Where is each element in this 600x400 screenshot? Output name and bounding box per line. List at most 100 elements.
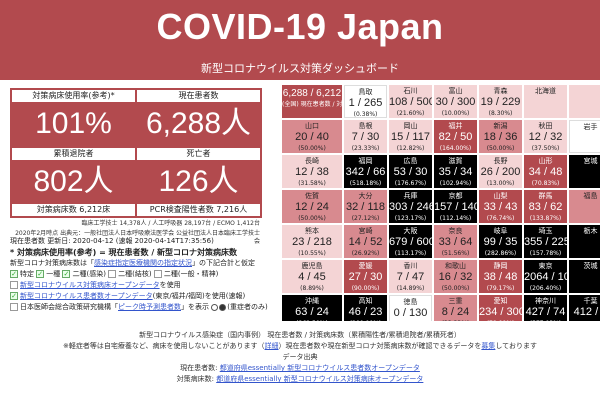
source-patients-link[interactable]: 都道府県essentially 新型コロナウイルス患者数オープンデータ: [219, 364, 420, 372]
option-label: 二種(結核): [118, 270, 152, 278]
prefecture-name: 神奈川: [535, 297, 556, 305]
prefecture-tile[interactable]: 栃木: [569, 225, 600, 258]
prefecture-percent: (21.60%): [396, 110, 425, 117]
prefecture-tile[interactable]: 山形 34 / 48 (70.83%): [524, 155, 567, 188]
prefecture-value: 7 / 30: [351, 131, 380, 143]
checkbox-nishu-kansen[interactable]: ✓: [62, 270, 71, 278]
recruit-link[interactable]: 募集: [481, 342, 496, 350]
prefecture-tile[interactable]: 福井 82 / 50 (164.00%): [434, 120, 477, 153]
prefecture-name: 福島: [583, 192, 598, 200]
prefecture-tile[interactable]: 茨城: [569, 260, 600, 293]
prefecture-percent: (51.56%): [441, 250, 470, 257]
prefecture-tile[interactable]: 鹿児島 4 / 45 (8.89%): [282, 260, 342, 293]
prefecture-tile[interactable]: 三重8 / 24(33.33%): [434, 295, 477, 321]
patients-data-link[interactable]: 新型コロナウイルス患者数オープンデータ: [20, 292, 153, 300]
national-summary-tile[interactable]: 6,288 / 6,212 (全国) 現在患者数 / 対策病床数*: [282, 85, 342, 118]
prefecture-name: 青森: [493, 87, 508, 95]
radio-severe[interactable]: [219, 303, 227, 311]
prefecture-name: 千葉: [583, 297, 598, 305]
prefecture-name: 宮崎: [358, 227, 373, 235]
prefecture-tile[interactable]: 北海道: [524, 85, 567, 118]
prefecture-tile[interactable]: 静岡 38 / 48 (79.17%): [479, 260, 522, 293]
prefecture-tile[interactable]: 兵庫 303 / 246 (123.17%): [389, 190, 432, 223]
prefecture-value: 46 / 23: [348, 306, 383, 318]
prefecture-tile[interactable]: 山梨 33 / 43 (76.74%): [479, 190, 522, 223]
prefecture-tile[interactable]: 群馬 83 / 62 (133.87%): [524, 190, 567, 223]
prefecture-tile[interactable]: 宮城: [569, 155, 600, 188]
checkbox-isshu[interactable]: ✓: [36, 270, 45, 278]
prefecture-tile[interactable]: 佐賀 12 / 24 (50.00%): [282, 190, 342, 223]
dashboard-header: COVID-19 Japan 新型コロナウイルス対策ダッシュボード: [0, 0, 600, 80]
prefecture-name: 埼玉: [538, 227, 553, 235]
prefecture-percent: (164.00%): [439, 145, 472, 152]
prefecture-name: 滋賀: [448, 157, 463, 165]
prefecture-tile[interactable]: 埼玉 355 / 225 (157.78%): [524, 225, 567, 258]
bed-rate-value: 101%: [12, 102, 135, 146]
prefecture-tile[interactable]: 滋賀 35 / 34 (102.94%): [434, 155, 477, 188]
prefecture-tile[interactable]: 新潟 18 / 36 (50.00%): [479, 120, 522, 153]
checkbox-nishu-ippan[interactable]: ✓: [153, 270, 162, 278]
prefecture-tile[interactable]: 徳島0 / 130(0.00%): [389, 295, 432, 321]
prefecture-value: 20 / 40: [295, 131, 329, 143]
prefecture-tile[interactable]: 長野 26 / 200 (13.00%): [479, 155, 522, 188]
prefecture-tile[interactable]: 岡山 15 / 117 (12.82%): [389, 120, 432, 153]
prefecture-percent: (27.12%): [351, 215, 380, 222]
prefecture-tile[interactable]: 奈良 33 / 64 (51.56%): [434, 225, 477, 258]
prefecture-tile[interactable]: 宮崎 14 / 52 (26.92%): [344, 225, 387, 258]
bottom-notes: 新型コロナウイルス感染症（国内事例） 現在患者数 / 対策病床数（累積陽性者/累…: [0, 330, 600, 385]
prefecture-name: 山口: [305, 122, 319, 130]
prefecture-tile[interactable]: [569, 85, 600, 118]
prefecture-value: 30 / 300: [435, 96, 476, 108]
jmap-link[interactable]: ピーク時予測患者数: [118, 303, 181, 311]
bed-rate-card: 対策病床使用率(参考)* 101%: [11, 89, 136, 147]
checkbox-patients-data[interactable]: ✓: [10, 292, 18, 300]
open-data-link[interactable]: 新型コロナウイルス対策病床オープンデータ: [20, 281, 160, 289]
prefecture-percent: (70.83%): [531, 180, 560, 187]
prefecture-value: 157 / 140: [434, 201, 477, 213]
prefecture-tile[interactable]: 広島 53 / 30 (176.67%): [389, 155, 432, 188]
prefecture-tile[interactable]: 岩手: [569, 120, 600, 153]
radio-all[interactable]: [211, 303, 219, 311]
prefecture-tile[interactable]: 愛媛 27 / 30 (90.00%): [344, 260, 387, 293]
prefecture-tile[interactable]: 香川 7 / 47 (14.89%): [389, 260, 432, 293]
bed-rate-label: 対策病床使用率(参考)*: [12, 90, 135, 102]
checkbox-nishu-kekkaku[interactable]: ✓: [108, 270, 117, 278]
prefecture-tile[interactable]: 青森 19 / 229 (8.30%): [479, 85, 522, 118]
open-data-line: ✓新型コロナウイルス対策病床オープンデータを使用: [10, 280, 272, 291]
prefecture-tile[interactable]: 島根 7 / 30 (23.33%): [344, 120, 387, 153]
details-link[interactable]: 詳細: [264, 342, 279, 350]
prefecture-name: 佐賀: [305, 192, 319, 200]
prefecture-tile[interactable]: 長崎 12 / 38 (31.58%): [282, 155, 342, 188]
prefecture-tile[interactable]: 富山 30 / 300 (10.00%): [434, 85, 477, 118]
prefecture-value: 108 / 500: [389, 96, 432, 108]
prefecture-percent: (200.00%): [344, 319, 387, 321]
prefecture-tile[interactable]: 秋田 12 / 32 (37.50%): [524, 120, 567, 153]
prefecture-tile[interactable]: 山口 20 / 40 (50.00%): [282, 120, 342, 153]
prefecture-percent: (26.92%): [351, 250, 380, 257]
prefecture-tile[interactable]: 石川 108 / 500 (21.60%): [389, 85, 432, 118]
source-link[interactable]: 感染症指定医療機関の指定状況: [94, 259, 192, 267]
prefecture-tile[interactable]: 福岡 342 / 66 (518.18%): [344, 155, 387, 188]
prefecture-tile[interactable]: 福島: [569, 190, 600, 223]
discharged-value: 802人: [12, 160, 135, 204]
prefecture-tile[interactable]: 大分 32 / 118 (27.12%): [344, 190, 387, 223]
prefecture-percent: (0.00%): [390, 320, 431, 321]
source-beds-link[interactable]: 都道府県essentially 新型コロナウイルス対策病床オープンデータ: [216, 375, 424, 383]
checkbox-open-data[interactable]: ✓: [10, 281, 18, 289]
prefecture-name: 群馬: [538, 192, 553, 200]
checkbox-jmap[interactable]: ✓: [10, 303, 18, 311]
prefecture-tile[interactable]: 京都 157 / 140 (112.14%): [434, 190, 477, 223]
prefecture-tile[interactable]: 熊本 23 / 218 (10.55%): [282, 225, 342, 258]
prefecture-tile[interactable]: 岐阜 99 / 35 (282.86%): [479, 225, 522, 258]
prefecture-tile[interactable]: 鳥取 1 / 265 (0.38%): [344, 85, 387, 118]
checkbox-tokutei[interactable]: ✓: [10, 270, 18, 278]
prefecture-tile[interactable]: 和歌山 16 / 32 (50.00%): [434, 260, 477, 293]
deaths-label: 死亡者: [137, 148, 260, 160]
prefecture-tile[interactable]: 大阪 679 / 600 (113.17%): [389, 225, 432, 258]
